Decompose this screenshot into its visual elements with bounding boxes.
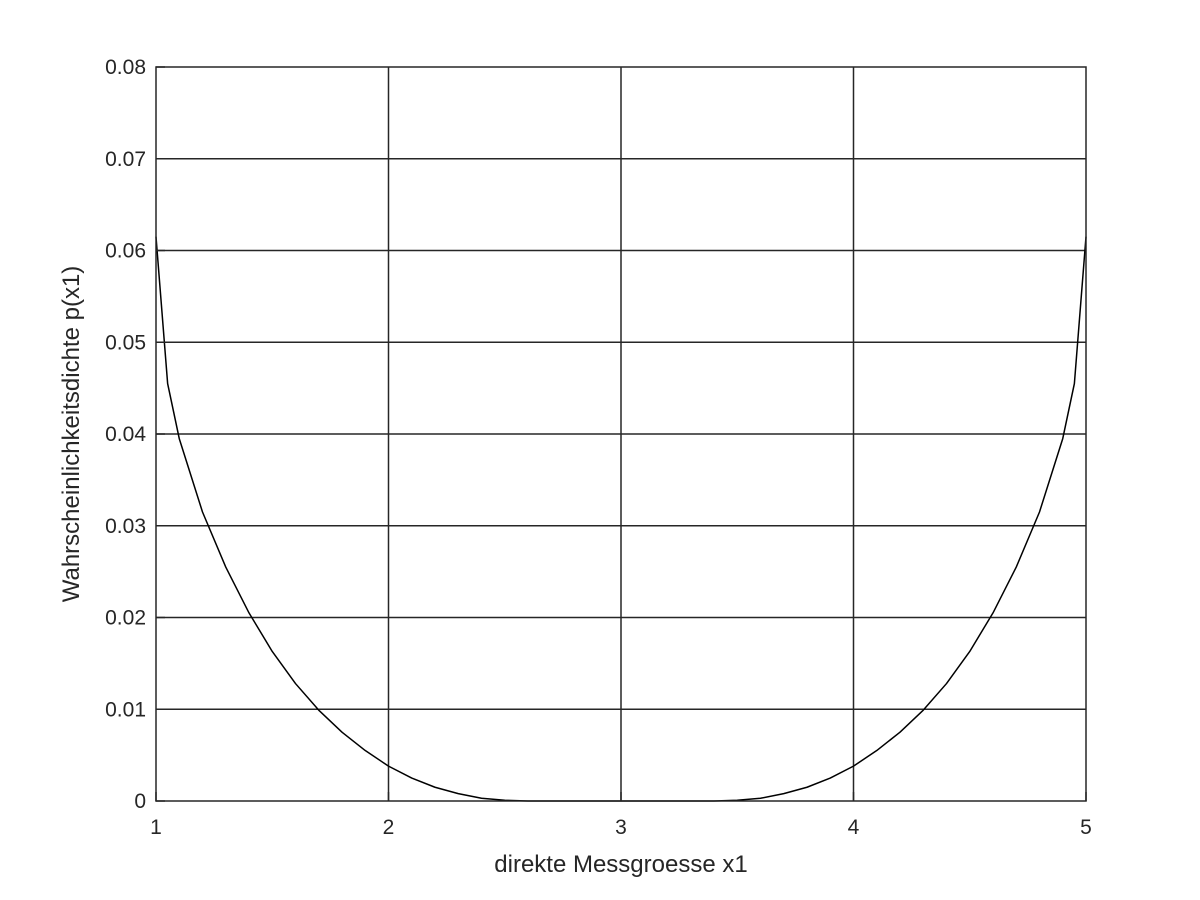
x-tick-label: 5 (1080, 816, 1092, 839)
y-tick-label: 0 (134, 790, 146, 813)
y-tick-label: 0.05 (105, 331, 146, 354)
y-axis-label: Wahrscheinlichkeitsdichte p(x1) (58, 266, 85, 603)
y-tick-label: 0.02 (105, 607, 146, 630)
y-tick-label: 0.07 (105, 148, 146, 171)
y-tick-label: 0.04 (105, 423, 146, 446)
x-tick-label: 3 (615, 816, 627, 839)
y-tick-label: 0.03 (105, 515, 146, 538)
tick-layer: 1 2 3 4 5 0 0.01 0.02 0.03 0.04 0.05 0.06 0.07 0.08 (105, 56, 1092, 839)
x-axis-label: direkte Messgroesse x1 (494, 851, 747, 878)
y-tick-label: 0.01 (105, 698, 146, 721)
x-tick-label: 1 (150, 816, 162, 839)
y-tick-label: 0.08 (105, 56, 146, 79)
y-tick-label: 0.06 (105, 240, 146, 263)
x-tick-label: 2 (383, 816, 395, 839)
grid (156, 67, 1086, 801)
x-tick-label: 4 (848, 816, 860, 839)
